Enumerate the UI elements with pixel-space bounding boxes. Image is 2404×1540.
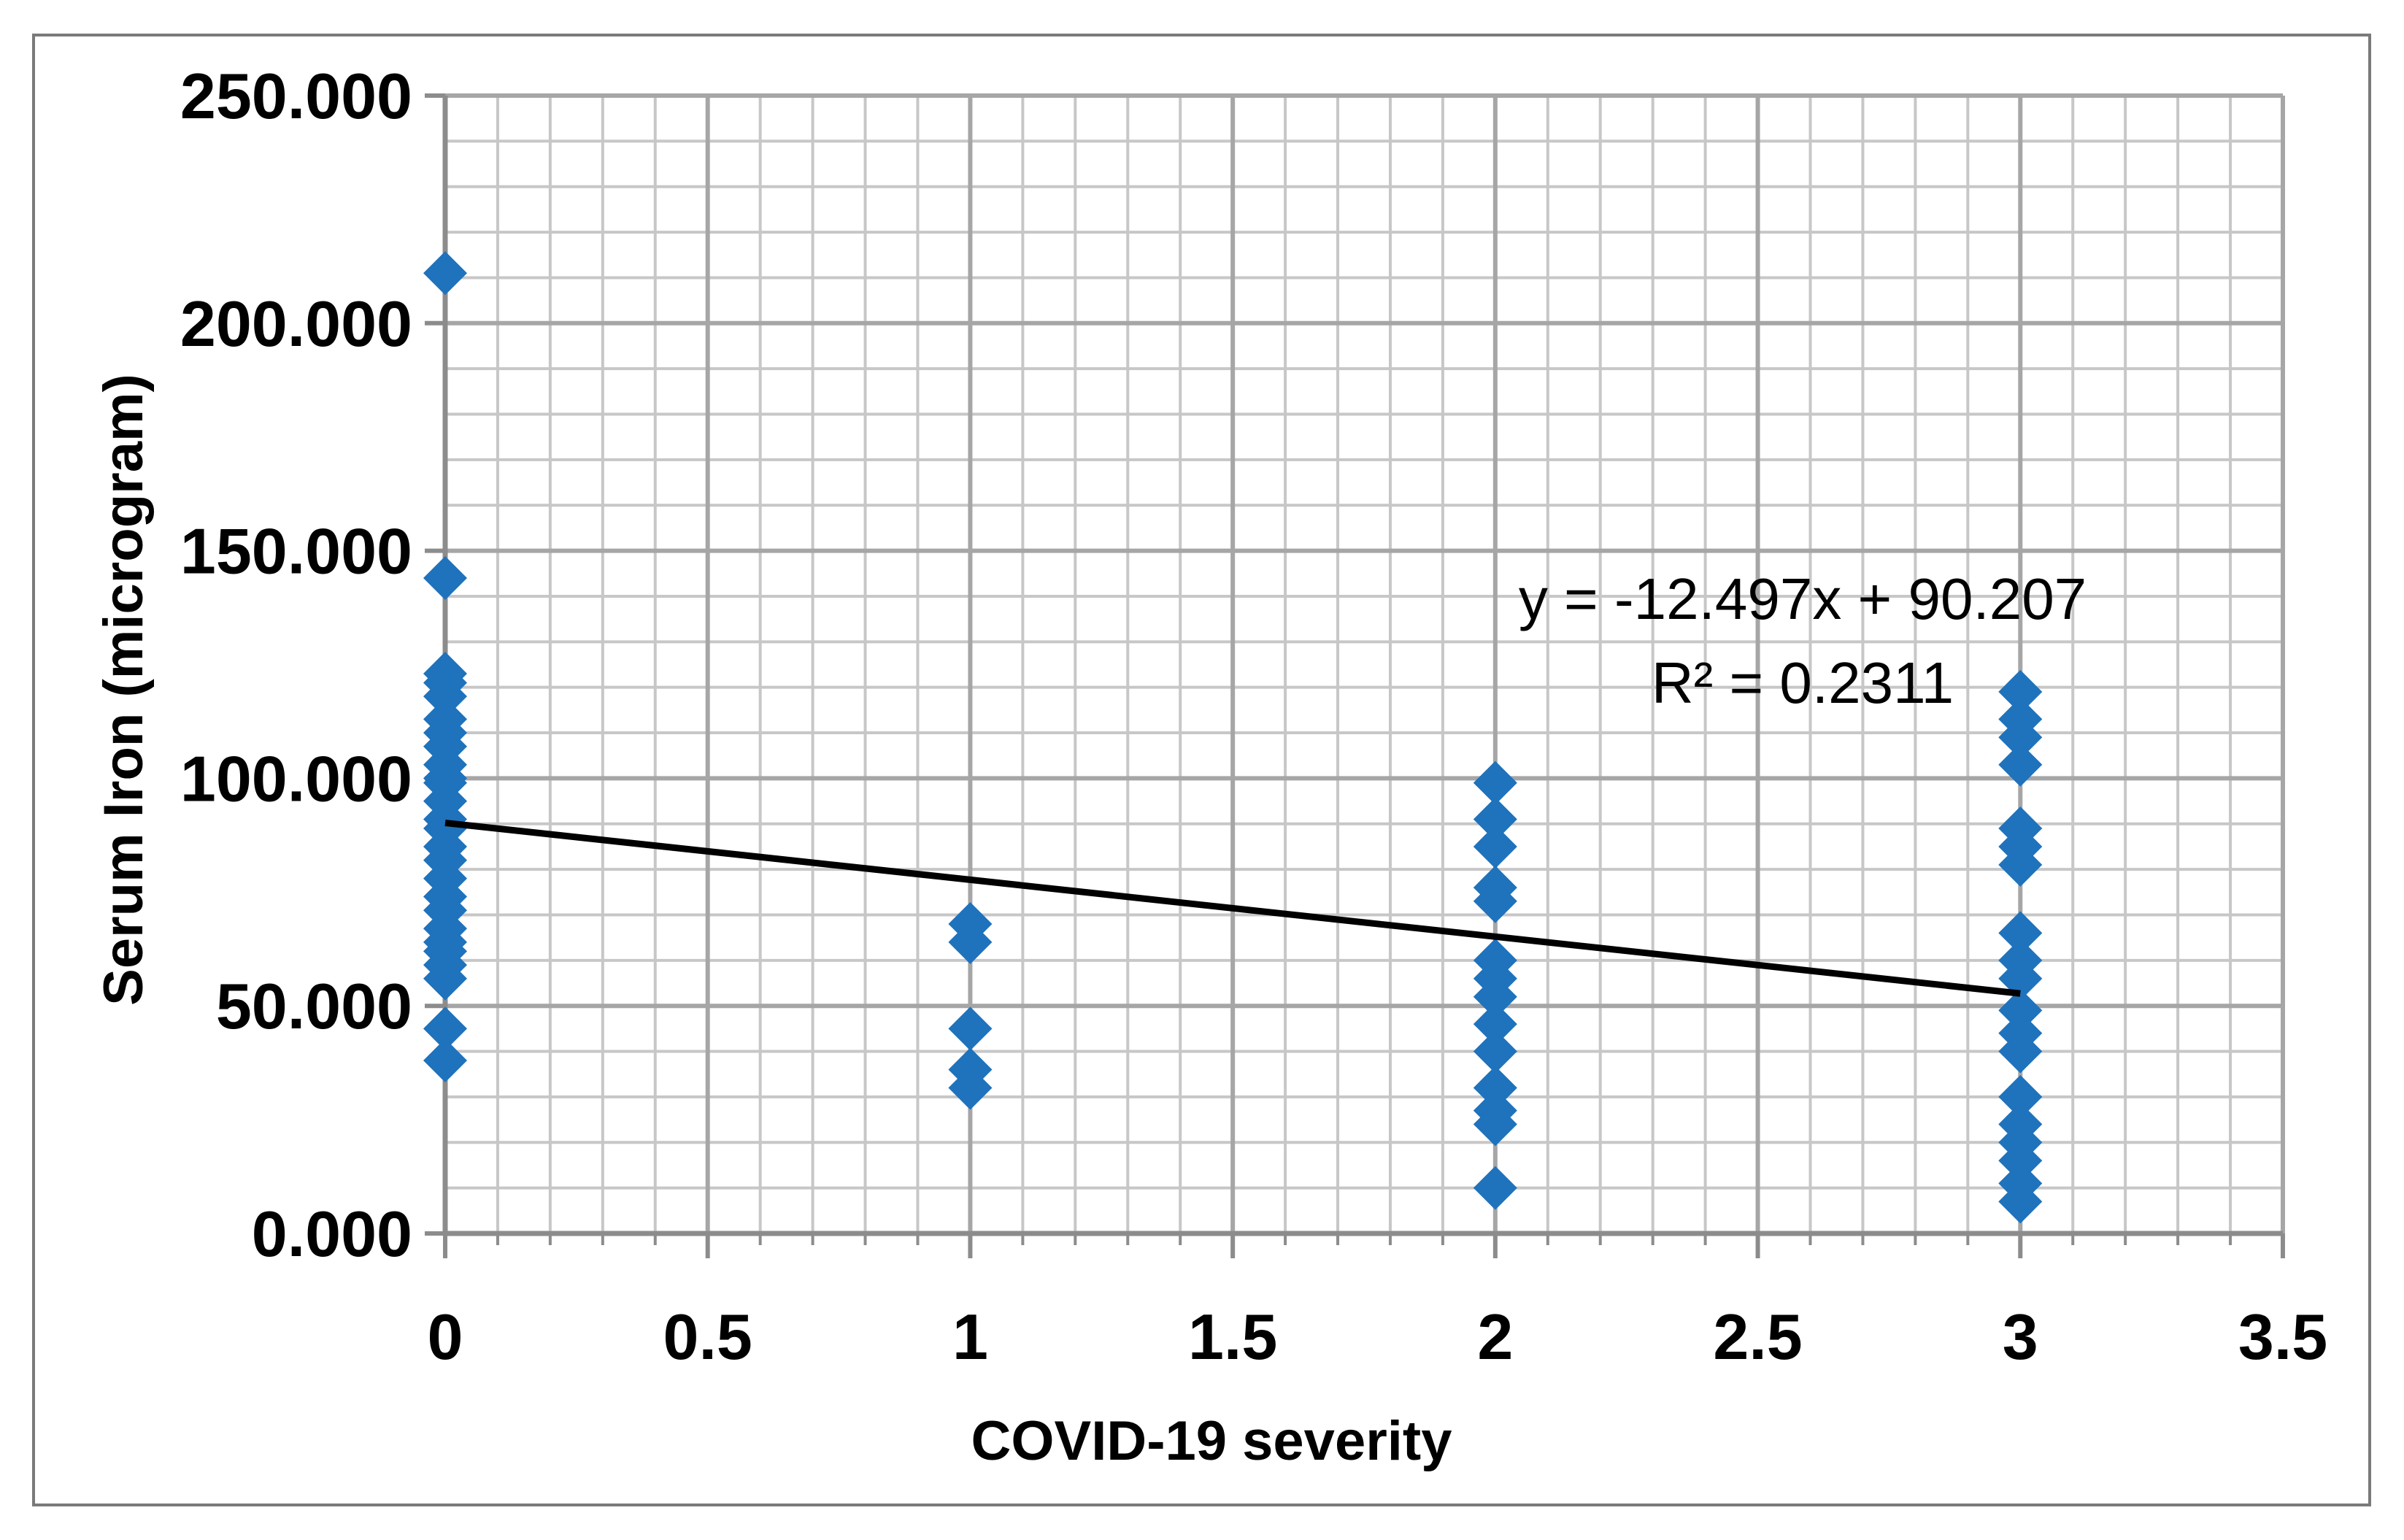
data-point-diamond [948,1066,993,1110]
data-point-diamond [1998,669,2043,714]
trendline-r-squared-label: R² = 0.2311 [1652,650,1954,715]
x-tick-label: 1.5 [1188,1301,1277,1373]
data-point-diamond [423,956,467,1001]
data-point-diamond [1998,911,2043,955]
y-tick-label: 250.000 [180,60,412,132]
data-point-diamond [1998,1029,2043,1074]
data-point-diamond [1998,842,2043,887]
x-tick-label: 3.5 [2238,1301,2327,1373]
data-point-diamond [1473,1066,1517,1110]
data-point-diamond [1473,797,1517,842]
data-point-diamond [1998,988,2043,1033]
x-tick-label: 0 [428,1301,463,1373]
data-point-diamond [1473,1029,1517,1074]
y-axis-tick-labels: 0.000 50.000 100.000 150.000 200.000 250.000 [180,60,412,1270]
x-axis-tick-labels: 0 0.5 1 1.5 2 2.5 3 3.5 [428,1301,2328,1373]
y-tick-label: 50.000 [216,970,412,1042]
data-point-diamond [948,920,993,964]
y-axis-title: Serum Iron (microgram) [93,374,155,1006]
x-tick-label: 1 [952,1301,988,1373]
data-point-diamond [1998,715,2043,760]
x-tick-label: 2 [1477,1301,1513,1373]
trendline-equation-label: y = -12.497x + 90.207 [1519,566,2087,631]
data-point-diamond [1998,1179,2043,1224]
figure-border [32,34,2371,1506]
scatter-points [423,251,2043,1224]
y-tick-label: 0.000 [252,1198,412,1270]
data-point-diamond [1998,742,2043,787]
data-point-diamond [423,1039,467,1083]
data-point-diamond [423,251,467,296]
y-tick-label: 200.000 [180,288,412,360]
data-point-diamond [1473,1102,1517,1147]
trendline [444,819,2021,997]
data-point-diamond [1473,1002,1517,1047]
data-point-diamond [1473,974,1517,1019]
y-tick-label: 150.000 [180,515,412,588]
x-tick-label: 2.5 [1713,1301,1802,1373]
x-axis-title: COVID-19 severity [971,1410,1452,1472]
x-tick-label: 3 [2003,1301,2038,1373]
data-point-diamond [1473,1166,1517,1210]
x-tick-label: 0.5 [663,1301,752,1373]
data-point-diamond [1998,1074,2043,1119]
data-point-diamond [1473,824,1517,869]
data-point-diamond [1473,761,1517,805]
data-point-diamond [1473,879,1517,923]
data-point-diamond [1998,1139,2043,1183]
data-point-diamond [948,1006,993,1051]
data-point-diamond [423,556,467,601]
data-point-diamond [423,674,467,719]
minor-gridlines [445,96,2283,1233]
y-tick-label: 100.000 [180,742,412,815]
data-point-diamond [423,1006,467,1051]
